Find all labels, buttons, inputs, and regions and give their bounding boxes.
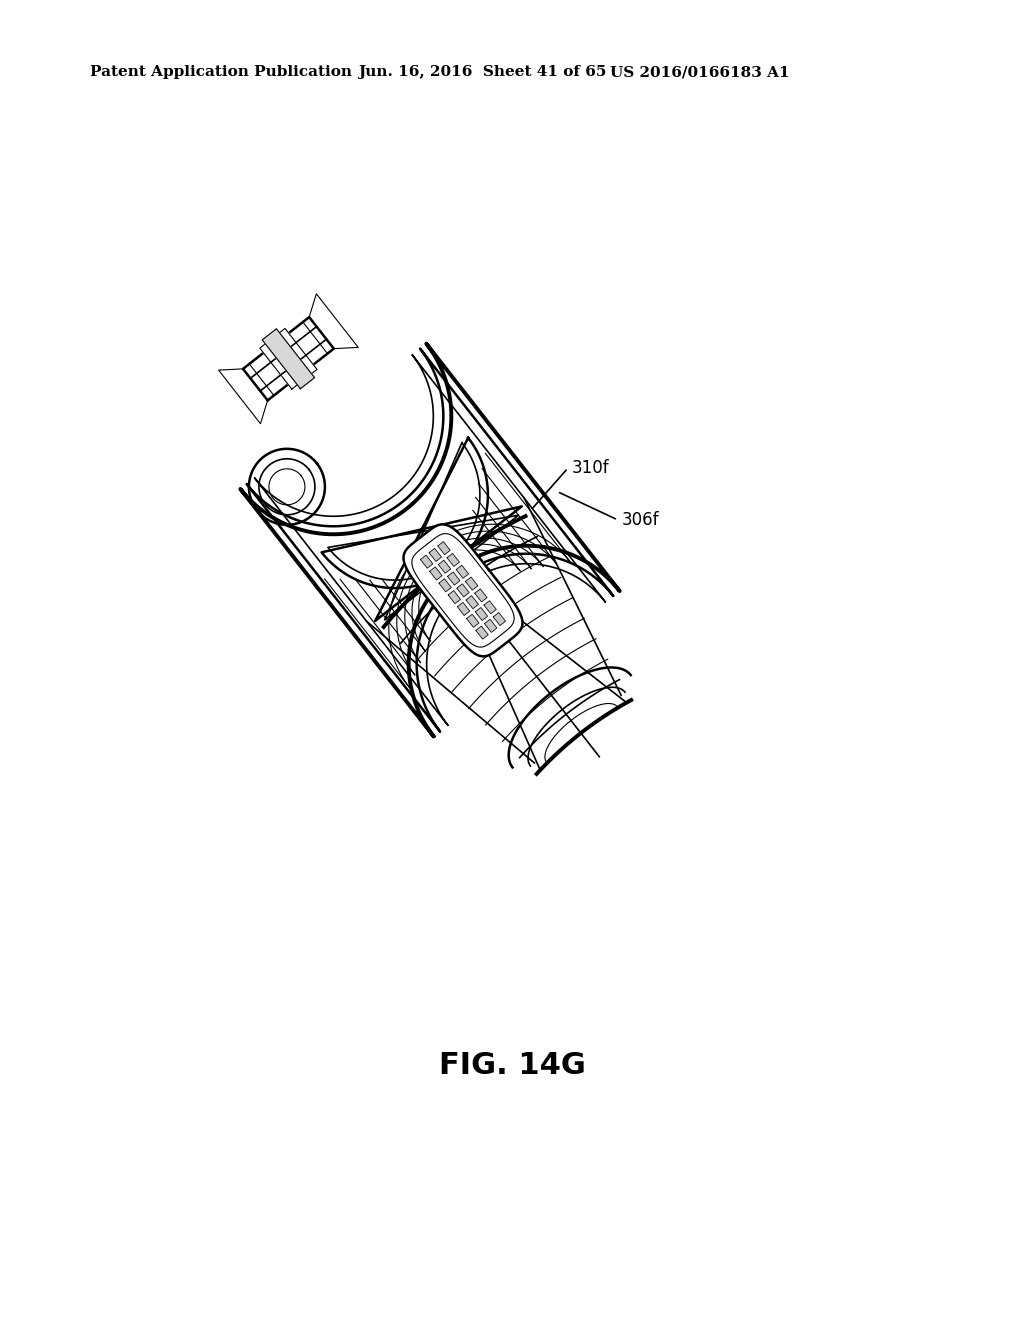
Polygon shape [439, 579, 452, 591]
Text: 310f: 310f [572, 459, 609, 477]
Polygon shape [403, 524, 522, 656]
Polygon shape [260, 329, 317, 389]
Polygon shape [449, 590, 461, 603]
Text: FIG. 14G: FIG. 14G [438, 1051, 586, 1080]
Polygon shape [475, 589, 487, 602]
Polygon shape [458, 602, 470, 615]
Polygon shape [438, 560, 451, 573]
Polygon shape [457, 565, 469, 578]
Polygon shape [476, 626, 488, 639]
Text: Jun. 16, 2016  Sheet 41 of 65: Jun. 16, 2016 Sheet 41 of 65 [358, 65, 606, 79]
Polygon shape [262, 329, 314, 388]
Polygon shape [475, 607, 487, 620]
Polygon shape [466, 577, 478, 590]
Polygon shape [457, 583, 469, 597]
Polygon shape [447, 572, 460, 585]
Polygon shape [421, 556, 433, 568]
Text: US 2016/0166183 A1: US 2016/0166183 A1 [610, 65, 790, 79]
Text: Patent Application Publication: Patent Application Publication [90, 65, 352, 79]
Polygon shape [467, 614, 479, 627]
Polygon shape [367, 498, 622, 763]
Polygon shape [447, 553, 460, 566]
Polygon shape [438, 541, 451, 554]
Polygon shape [430, 568, 442, 579]
Polygon shape [429, 548, 441, 561]
Polygon shape [466, 595, 478, 609]
Text: 306f: 306f [622, 511, 659, 529]
Polygon shape [494, 612, 506, 626]
Polygon shape [484, 619, 497, 632]
Polygon shape [484, 601, 497, 614]
